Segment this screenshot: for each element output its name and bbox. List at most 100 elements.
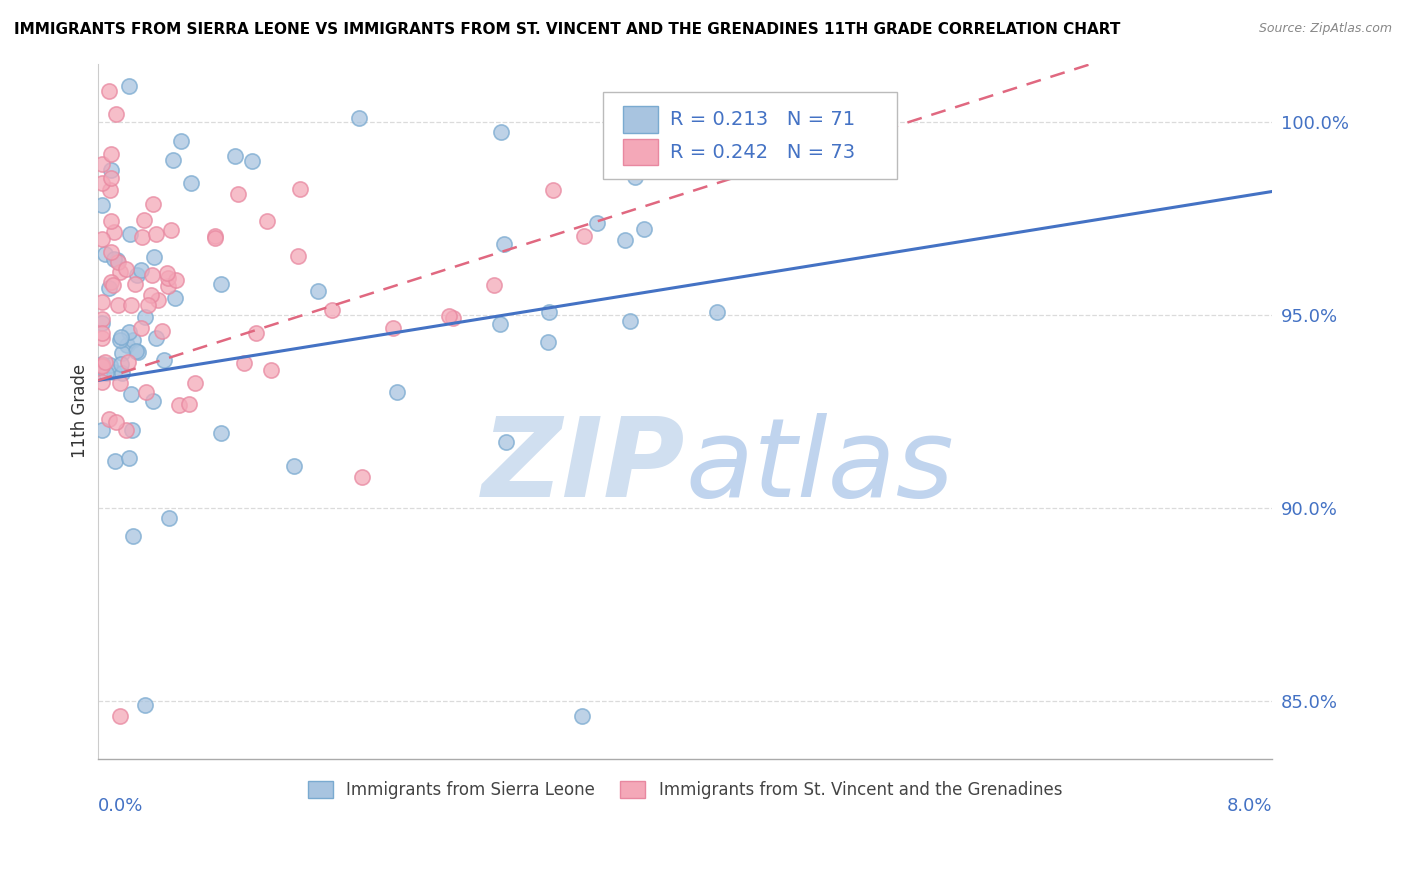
Point [96, 366, 118, 380]
Point [91, 326, 114, 340]
Point [91, 157, 114, 171]
Point [574, 229, 596, 244]
Point [437, 309, 460, 323]
Point [122, 529, 145, 543]
Point [492, 236, 515, 251]
Point [209, 426, 232, 441]
Point [131, 229, 153, 244]
Point [232, 356, 254, 370]
Point [110, 345, 132, 359]
Text: 8.0%: 8.0% [1227, 797, 1272, 815]
Point [100, 163, 122, 178]
Point [156, 266, 179, 280]
Point [105, 252, 128, 267]
Point [321, 303, 343, 318]
Point [98, 358, 121, 372]
Point [224, 149, 246, 163]
Point [145, 331, 167, 345]
Text: ZIP: ZIP [481, 414, 685, 521]
Point [117, 451, 139, 466]
Point [619, 314, 641, 328]
Point [103, 225, 125, 239]
Point [288, 182, 311, 196]
Point [145, 227, 167, 242]
Point [91, 311, 114, 326]
Point [157, 278, 180, 293]
Point [347, 111, 370, 125]
Point [495, 434, 517, 449]
Point [482, 278, 505, 293]
Point [177, 397, 200, 411]
Point [537, 305, 560, 319]
Point [100, 214, 122, 228]
Point [441, 310, 464, 325]
Point [204, 229, 226, 244]
Point [118, 79, 141, 94]
Y-axis label: 11th Grade: 11th Grade [72, 364, 89, 458]
Point [142, 393, 165, 408]
Point [586, 216, 609, 230]
Point [350, 470, 373, 484]
Point [108, 333, 131, 347]
Point [537, 335, 560, 350]
Point [118, 227, 141, 241]
Point [91, 316, 114, 330]
Point [134, 310, 156, 324]
Text: IMMIGRANTS FROM SIERRA LEONE VS IMMIGRANTS FROM ST. VINCENT AND THE GRENADINES 1: IMMIGRANTS FROM SIERRA LEONE VS IMMIGRAN… [14, 22, 1121, 37]
Text: Source: ZipAtlas.com: Source: ZipAtlas.com [1258, 22, 1392, 36]
Point [110, 357, 132, 371]
Text: 0.0%: 0.0% [97, 797, 143, 815]
Point [135, 384, 157, 399]
Point [94, 247, 117, 261]
Point [142, 197, 165, 211]
Point [115, 262, 138, 277]
Point [100, 147, 122, 161]
Point [107, 298, 129, 312]
Point [129, 320, 152, 334]
Point [91, 423, 114, 437]
FancyBboxPatch shape [623, 139, 658, 166]
Point [184, 376, 207, 390]
Point [100, 275, 122, 289]
Point [165, 273, 187, 287]
Point [117, 325, 139, 339]
Point [157, 511, 180, 525]
Point [308, 284, 330, 298]
Point [571, 709, 593, 723]
Text: R = 0.213   N = 71: R = 0.213 N = 71 [669, 110, 855, 129]
Point [382, 320, 405, 334]
Point [152, 352, 174, 367]
Point [117, 355, 139, 369]
Point [127, 345, 149, 359]
Point [91, 358, 114, 372]
Point [160, 223, 183, 237]
Point [91, 357, 114, 371]
Point [124, 277, 146, 292]
Point [98, 84, 121, 98]
Point [170, 134, 193, 148]
Point [108, 265, 131, 279]
Point [633, 222, 655, 236]
Point [209, 277, 232, 291]
Point [387, 385, 409, 400]
Point [141, 268, 163, 282]
Point [121, 423, 143, 437]
Point [115, 423, 138, 437]
Point [100, 170, 122, 185]
FancyBboxPatch shape [603, 92, 897, 178]
Point [156, 271, 179, 285]
Point [91, 198, 114, 212]
Point [245, 326, 267, 340]
Point [541, 183, 564, 197]
Point [105, 415, 128, 429]
Point [104, 107, 127, 121]
Point [169, 399, 191, 413]
Point [146, 293, 169, 307]
Point [107, 255, 129, 269]
Point [283, 459, 305, 474]
Point [613, 233, 636, 247]
Legend: Immigrants from Sierra Leone, Immigrants from St. Vincent and the Grenadines: Immigrants from Sierra Leone, Immigrants… [301, 774, 1069, 806]
Point [103, 365, 125, 379]
Point [101, 278, 124, 293]
Point [162, 153, 184, 167]
